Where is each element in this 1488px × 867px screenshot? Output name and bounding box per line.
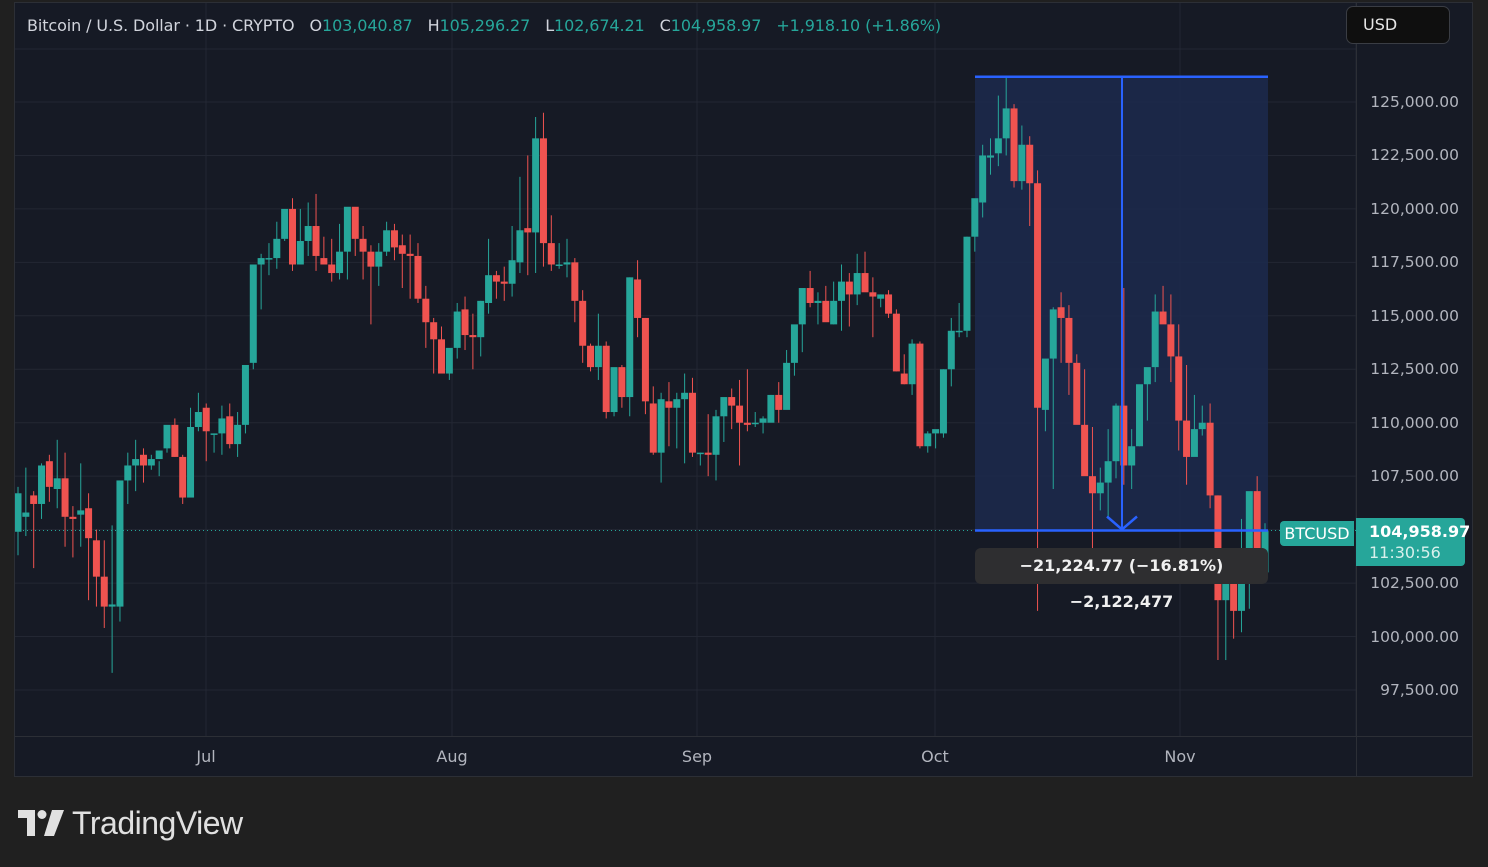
- open-value: 103,040.87: [322, 16, 413, 35]
- price-tick-label: 122,500.00: [1370, 146, 1459, 165]
- price-tick-label: 100,000.00: [1370, 627, 1459, 646]
- time-axis[interactable]: Jul Aug Sep Oct Nov: [15, 736, 1356, 777]
- tradingview-logo-icon: [18, 810, 64, 836]
- last-price-badge: 104,958.97 11:30:56: [1356, 518, 1470, 566]
- chart-plot-area[interactable]: [15, 3, 1356, 736]
- low-label: L: [545, 16, 555, 35]
- low-value: 102,674.21: [554, 16, 645, 35]
- brand-name: TradingView: [72, 804, 243, 841]
- price-tick-label: 117,500.00: [1370, 253, 1459, 272]
- time-tick-label: Nov: [1164, 747, 1196, 766]
- tradingview-logo[interactable]: TradingView: [18, 805, 243, 841]
- price-tick-label: 112,500.00: [1370, 360, 1459, 379]
- close-label: C: [659, 16, 671, 35]
- change-value: +1,918.10 (+1.86%): [776, 16, 942, 35]
- axis-corner: [1356, 736, 1473, 777]
- close-value: 104,958.97: [670, 16, 762, 35]
- price-tick-label: 102,500.00: [1370, 574, 1459, 593]
- price-tick-label: 97,500.00: [1380, 680, 1459, 699]
- bar-countdown: 11:30:56: [1369, 543, 1441, 562]
- price-tick-label: 120,000.00: [1370, 199, 1459, 218]
- price-tick-label: 115,000.00: [1370, 306, 1459, 325]
- time-tick-label: Oct: [921, 747, 949, 766]
- price-tick-label: 110,000.00: [1370, 413, 1459, 432]
- ohlc-legend: Bitcoin / U.S. Dollar · 1D · CRYPTO O103…: [27, 16, 941, 35]
- last-price-value: 104,958.97: [1369, 522, 1471, 541]
- price-tick-label: 125,000.00: [1370, 93, 1459, 111]
- time-tick-label: Sep: [681, 747, 713, 766]
- high-label: H: [427, 16, 440, 35]
- time-tick-label: Jul: [196, 747, 216, 766]
- chart-frame: Bitcoin / U.S. Dollar · 1D · CRYPTO O103…: [14, 2, 1473, 777]
- time-tick-label: Aug: [436, 747, 468, 766]
- symbol-description[interactable]: Bitcoin / U.S. Dollar · 1D · CRYPTO: [27, 16, 295, 35]
- price-axis[interactable]: 97,500.00100,000.00102,500.00105,000.001…: [1356, 3, 1473, 736]
- price-range-measure-label: −21,224.77 (−16.81%) −2,122,477: [975, 548, 1268, 611]
- high-value: 105,296.27: [439, 16, 531, 35]
- open-label: O: [309, 16, 323, 35]
- currency-button[interactable]: USD: [1346, 6, 1450, 44]
- symbol-price-tag: BTCUSD: [1280, 521, 1354, 546]
- price-tick-label: 107,500.00: [1370, 467, 1459, 486]
